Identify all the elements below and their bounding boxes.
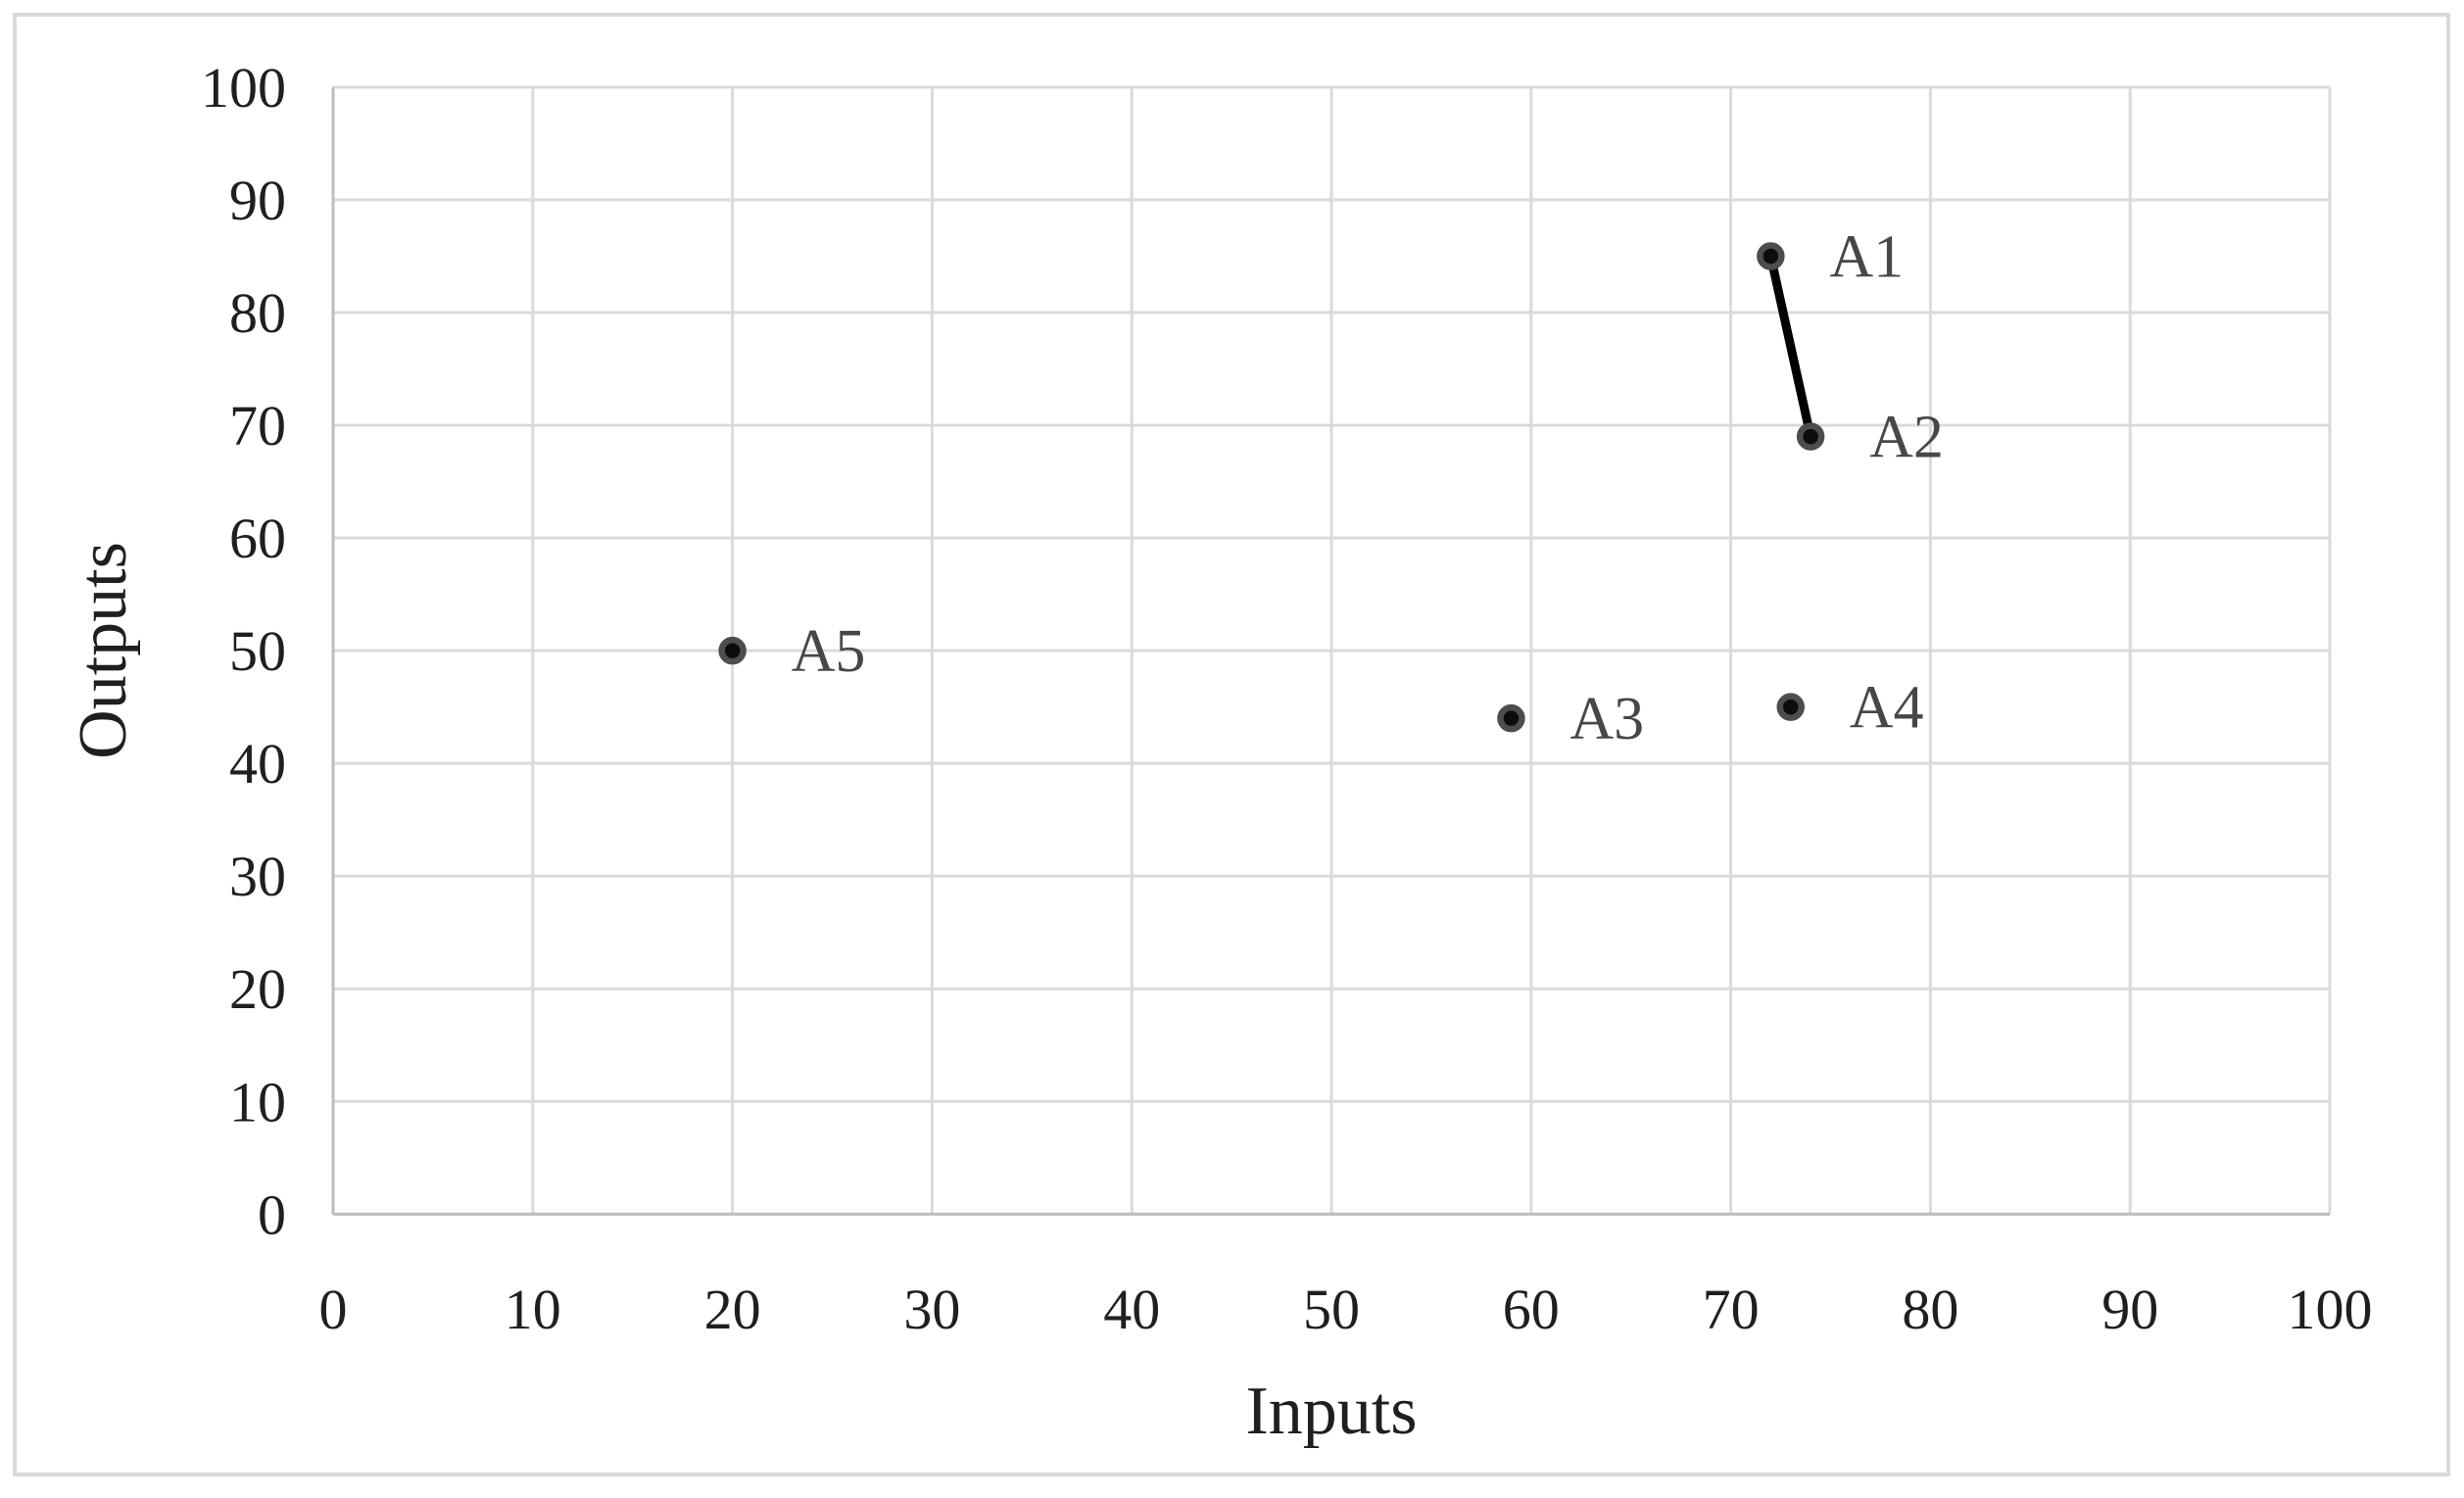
data-point-A5 xyxy=(718,636,747,665)
x-axis-tick-labels: 0 10 20 30 40 50 60 70 80 90 100 xyxy=(319,1278,2373,1341)
x-axis-title: Inputs xyxy=(1246,1374,1418,1449)
data-point-A2 xyxy=(1796,422,1825,451)
y-tick-label: 10 xyxy=(229,1070,286,1134)
x-tick-label: 100 xyxy=(2288,1278,2373,1341)
data-point-label-A4: A4 xyxy=(1850,675,1924,742)
data-point-A1 xyxy=(1757,242,1785,270)
y-tick-label: 40 xyxy=(229,732,286,796)
y-tick-label: 80 xyxy=(229,281,286,345)
x-tick-label: 0 xyxy=(319,1278,348,1341)
y-tick-label: 60 xyxy=(229,507,286,570)
x-tick-label: 10 xyxy=(505,1278,561,1341)
chart-border xyxy=(13,13,2450,1476)
x-tick-label: 90 xyxy=(2102,1278,2158,1341)
x-tick-label: 50 xyxy=(1303,1278,1360,1341)
x-tick-label: 60 xyxy=(1503,1278,1560,1341)
data-point-label-A2: A2 xyxy=(1869,405,1944,471)
data-point-label-A1: A1 xyxy=(1829,224,1904,291)
data-point-label-A3: A3 xyxy=(1570,686,1644,752)
x-tick-label: 70 xyxy=(1703,1278,1760,1341)
axis-lines xyxy=(331,87,2330,1216)
x-tick-label: 20 xyxy=(704,1278,761,1341)
x-tick-label: 30 xyxy=(903,1278,960,1341)
connector-line-A1-A2 xyxy=(1765,252,1815,442)
y-tick-label: 20 xyxy=(229,957,286,1021)
y-tick-label: 50 xyxy=(229,619,286,683)
y-tick-label: 70 xyxy=(229,394,286,458)
y-axis-tick-labels: 0 10 20 30 40 50 60 70 80 90 100 xyxy=(201,56,286,1246)
x-tick-label: 40 xyxy=(1103,1278,1160,1341)
data-point-A4 xyxy=(1776,693,1805,721)
data-series: A1 A2 A3 A4 A5 xyxy=(718,224,1944,752)
y-tick-label: 0 xyxy=(258,1183,286,1246)
y-axis-title: Outputs xyxy=(66,542,141,759)
y-tick-label: 90 xyxy=(229,169,286,232)
data-point-A3 xyxy=(1497,703,1525,733)
y-tick-label: 100 xyxy=(201,56,286,120)
gridlines xyxy=(331,85,2332,1216)
y-tick-label: 30 xyxy=(229,845,286,908)
x-tick-label: 80 xyxy=(1902,1278,1958,1341)
data-point-label-A5: A5 xyxy=(792,618,866,685)
